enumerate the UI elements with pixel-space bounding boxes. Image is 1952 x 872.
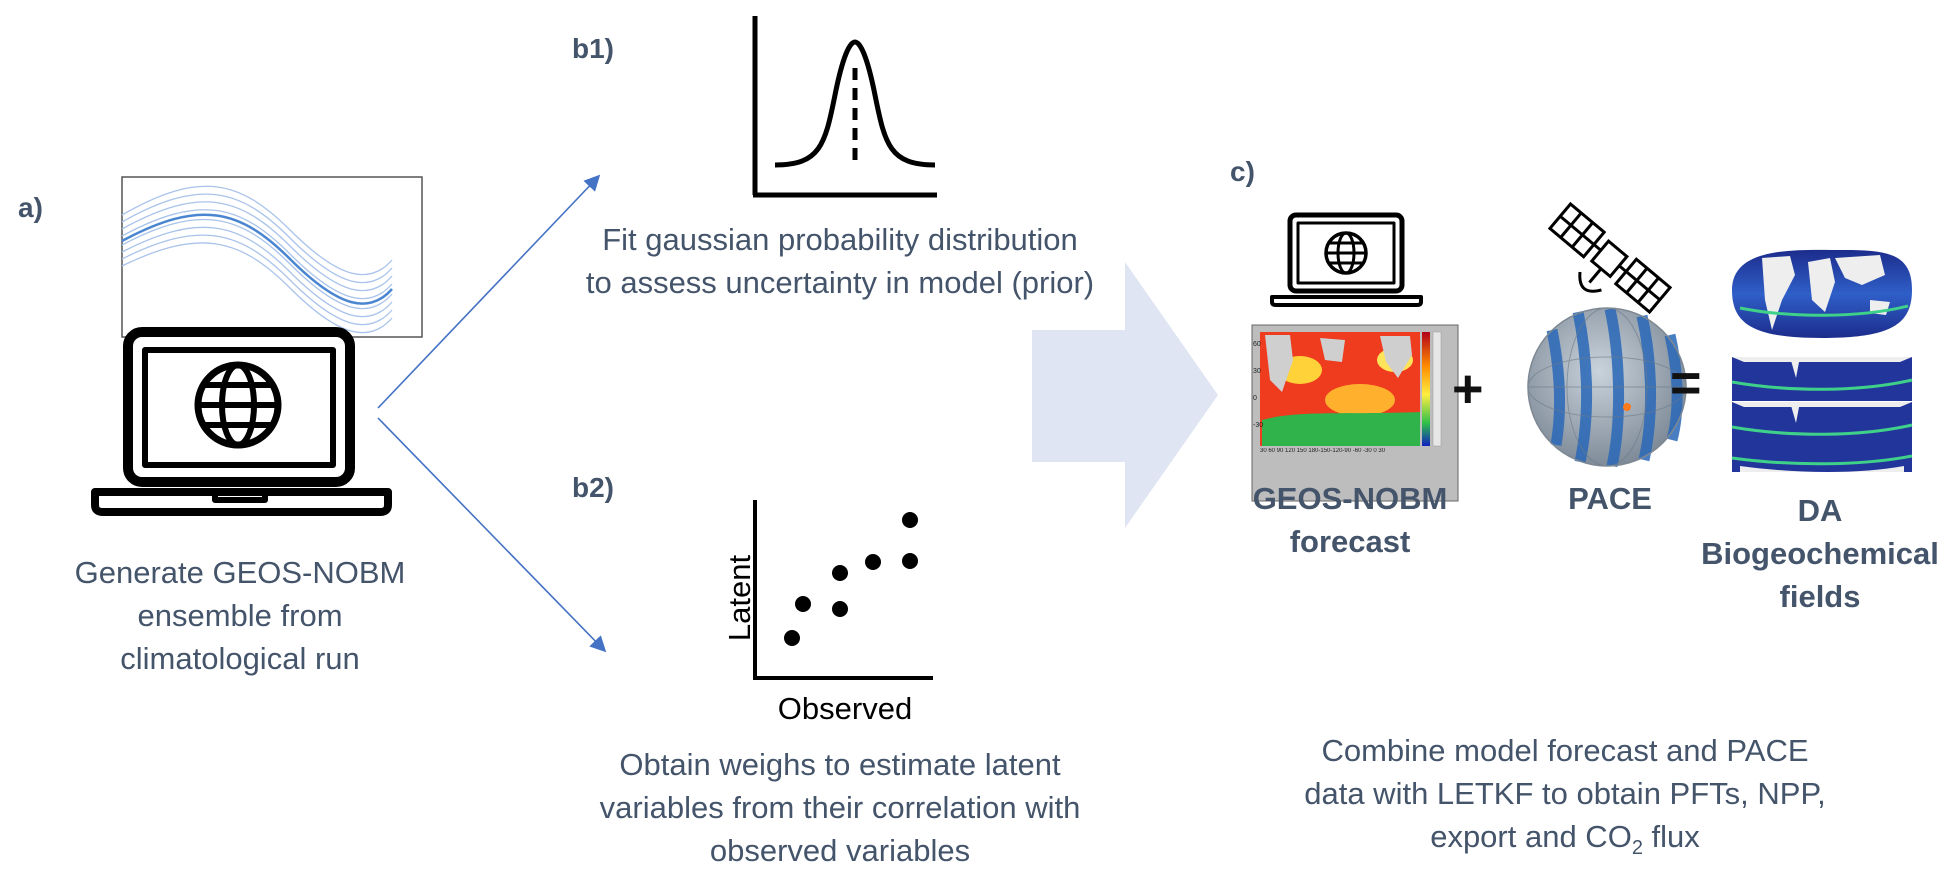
equals-sign: = [1670, 353, 1702, 413]
result-map-stack-1 [1731, 357, 1913, 401]
panel-b1-caption: Fit gaussian probability distribution to… [530, 218, 1150, 304]
model-laptop-icon [1270, 212, 1423, 307]
result-map-stack-3 [1731, 446, 1913, 472]
caption-line: observed variables [709, 833, 971, 868]
scatter-point [902, 512, 918, 528]
big-arrow [1032, 262, 1218, 528]
panel-label-c: c) [1230, 156, 1255, 187]
scatter-xlabel: Observed [777, 691, 913, 726]
arrow-to-b2 [377, 417, 607, 653]
panel-label-a: a) [18, 192, 43, 223]
panel-c-caption: Combine model forecast and PACE data wit… [1255, 729, 1875, 870]
scatter-point [902, 553, 918, 569]
caption-line: climatological run [120, 641, 360, 676]
caption-line: ensemble from [137, 598, 343, 633]
arrow-to-b1 [377, 174, 601, 409]
forecast-map [1251, 324, 1459, 502]
laptop-globe-icon [91, 327, 392, 516]
pace-label: PACE [1568, 481, 1652, 516]
panel-a-caption: Generate GEOS-NOBM ensemble from climato… [40, 551, 440, 680]
map-lon-ticks: 30 60 90 120 150 180-150-120-90 -60 -30 … [1260, 448, 1386, 454]
scatter-ylabel: Latent [722, 554, 757, 642]
caption-line: data with LETKF to obtain PFTs, NPP, [1304, 776, 1826, 811]
model-forecast-label: GEOS-NOBM forecast [1252, 481, 1448, 559]
result-map-stack-2 [1731, 402, 1913, 446]
scatter-point [832, 565, 848, 581]
scatter-point [784, 630, 800, 646]
scatter-plot-icon [753, 500, 933, 680]
globe-icon [1527, 307, 1687, 468]
panel-label-b1: b1) [572, 33, 614, 64]
ensemble-plot [121, 176, 423, 338]
scatter-point [832, 601, 848, 617]
map-lat-ticks: 60 30 0 -30 [1253, 341, 1264, 429]
caption-line: Combine model forecast and PACE [1321, 733, 1809, 768]
caption-line: variables from their correlation with [599, 790, 1081, 825]
satellite-icon [1547, 201, 1673, 315]
result-fields-label: DA Biogeochemical fields [1701, 493, 1939, 614]
plus-sign: + [1452, 359, 1484, 419]
gaussian-curve-icon [752, 16, 937, 198]
result-map-main [1732, 249, 1912, 338]
caption-line: Generate GEOS-NOBM [74, 555, 406, 590]
caption-line: Obtain weighs to estimate latent [619, 747, 1061, 782]
panel-b2-caption: Obtain weighs to estimate latent variabl… [545, 743, 1135, 872]
scatter-point [865, 554, 881, 570]
caption-line: to assess uncertainty in model (prior) [585, 265, 1095, 300]
panel-label-b2: b2) [572, 472, 614, 503]
caption-line: Fit gaussian probability distribution [602, 222, 1078, 257]
caption-line: export and CO2 flux [1430, 819, 1700, 860]
scatter-point [795, 596, 811, 612]
world-map-icon [1731, 249, 1913, 472]
